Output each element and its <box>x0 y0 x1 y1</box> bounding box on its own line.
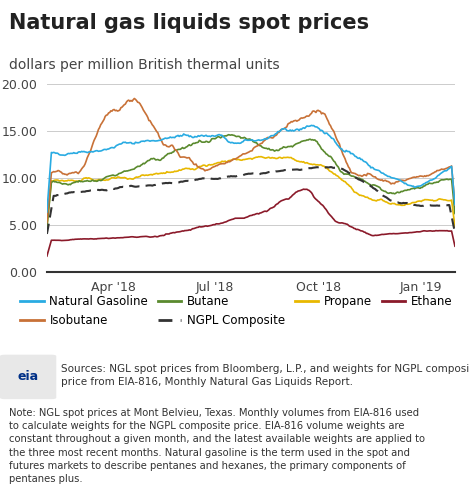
Text: Sources: NGL spot prices from Bloomberg, L.P., and weights for NGPL composite
pr: Sources: NGL spot prices from Bloomberg,… <box>61 364 469 387</box>
Text: Natural gas liquids spot prices: Natural gas liquids spot prices <box>9 13 370 33</box>
FancyBboxPatch shape <box>0 355 56 399</box>
Text: eia: eia <box>17 370 39 383</box>
Text: Note: NGL spot prices at Mont Belvieu, Texas. Monthly volumes from EIA-816 used
: Note: NGL spot prices at Mont Belvieu, T… <box>9 408 425 484</box>
Text: dollars per million British thermal units: dollars per million British thermal unit… <box>9 58 280 72</box>
Legend: Natural Gasoline, Isobutane, Butane, NGPL Composite, Propane, Ethane: Natural Gasoline, Isobutane, Butane, NGP… <box>15 290 458 332</box>
